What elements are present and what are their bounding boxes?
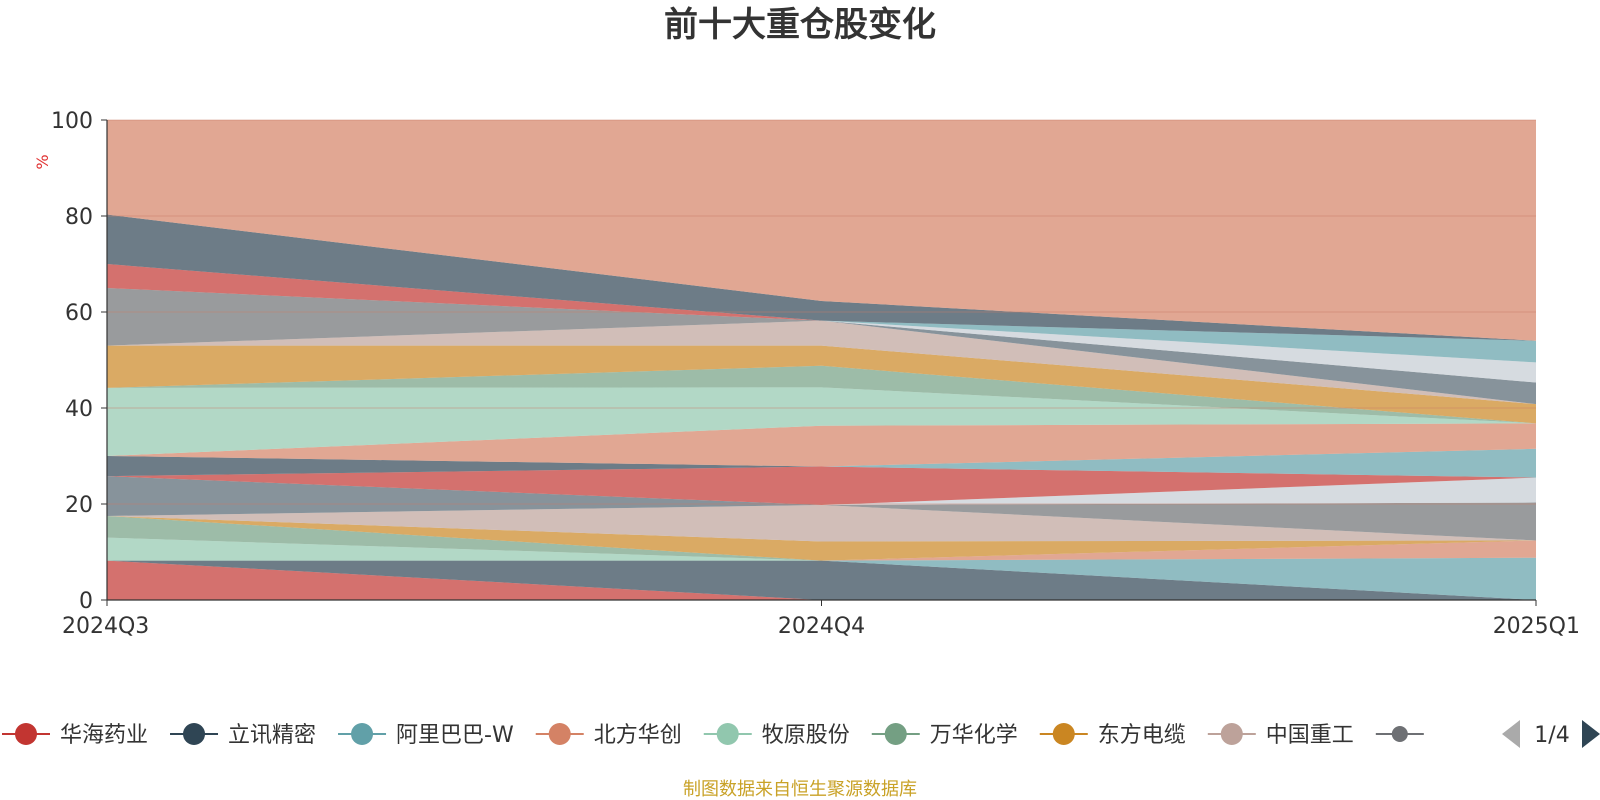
- y-tick-label: 60: [65, 301, 93, 326]
- legend-item[interactable]: 万华化学: [871, 723, 1018, 748]
- area-band: [107, 516, 1536, 561]
- area-band: [107, 423, 1536, 467]
- area-band: [107, 557, 1536, 600]
- legend-marker-icon: [15, 723, 37, 745]
- chart-title: 前十大重仓股变化: [664, 5, 936, 45]
- y-tick-label: 100: [51, 109, 93, 134]
- y-tick-label: 40: [65, 397, 93, 422]
- data-source-note: 制图数据来自恒生聚源数据库: [683, 779, 917, 800]
- x-tick-label: 2024Q3: [62, 614, 149, 639]
- legend-item[interactable]: [1375, 726, 1424, 742]
- legend-item[interactable]: 牧原股份: [703, 723, 850, 748]
- legend-label: 立讯精密: [228, 723, 316, 748]
- x-tick-label: 2025Q1: [1493, 614, 1580, 639]
- legend-label: 北方华创: [594, 723, 682, 748]
- area-band: [107, 320, 1536, 405]
- y-tick-label: 20: [65, 493, 93, 518]
- area-band: [107, 502, 1536, 541]
- axes: 0 20 40 60 80 100 2024Q3 2024Q4 2025Q1: [51, 109, 1580, 639]
- legend-label: 东方电缆: [1098, 723, 1186, 748]
- legend-prev-page-icon[interactable]: [1502, 720, 1520, 748]
- legend-marker-icon: [1220, 723, 1243, 745]
- y-axis-unit-label: %: [33, 154, 52, 169]
- area-band: [107, 448, 1536, 478]
- legend-marker-icon: [1391, 726, 1408, 742]
- legend-marker-icon: [1052, 723, 1075, 745]
- legend-label: 中国重工: [1266, 723, 1354, 748]
- legend-marker-icon: [548, 723, 571, 745]
- legend-item[interactable]: 立讯精密: [170, 723, 316, 748]
- area-band: [107, 560, 1536, 600]
- area-band: [107, 387, 1536, 456]
- area-bands: [107, 120, 1536, 600]
- area-band: [107, 214, 1536, 341]
- y-tick-label: 0: [79, 589, 93, 614]
- area-band: [107, 365, 1536, 424]
- legend-label: 万华化学: [930, 723, 1018, 748]
- area-band: [107, 120, 1536, 341]
- area-band: [107, 537, 1536, 561]
- area-band: [107, 466, 1536, 505]
- legend-item[interactable]: 中国重工: [1207, 723, 1354, 748]
- area-band: [107, 264, 1536, 363]
- legend-pager: 1/4: [1502, 720, 1600, 748]
- y-tick-label: 80: [65, 205, 93, 230]
- x-tick-label: 2024Q4: [778, 614, 865, 639]
- legend-item[interactable]: 华海药业: [2, 723, 148, 748]
- legend-label: 牧原股份: [762, 723, 850, 748]
- legend-marker-icon: [351, 723, 374, 745]
- legend: 华海药业 立讯精密 阿里巴巴-W 北方华创 牧原股份 万华化学 东方电缆 中国重工: [2, 723, 1424, 748]
- area-band: [107, 477, 1536, 516]
- area-band: [107, 560, 1536, 600]
- legend-item[interactable]: 北方华创: [535, 723, 682, 748]
- area-band: [107, 345, 1536, 424]
- area-band: [107, 320, 1536, 405]
- area-band: [107, 448, 1536, 477]
- area-band: [107, 288, 1536, 363]
- area-band: [107, 320, 1536, 383]
- legend-label: 华海药业: [60, 723, 148, 748]
- area-band: [107, 504, 1536, 542]
- legend-item[interactable]: 东方电缆: [1039, 723, 1186, 748]
- legend-marker-icon: [884, 723, 907, 745]
- area-band: [107, 516, 1536, 561]
- area-band: [107, 476, 1536, 516]
- legend-next-page-icon[interactable]: [1582, 720, 1600, 748]
- legend-marker-icon: [183, 723, 206, 745]
- area-band: [107, 540, 1536, 561]
- legend-marker-icon: [716, 723, 739, 745]
- grid-lines: [107, 119, 1536, 505]
- legend-page-indicator: 1/4: [1534, 723, 1569, 748]
- legend-label: 阿里巴巴-W: [396, 723, 514, 748]
- legend-item[interactable]: 阿里巴巴-W: [338, 723, 514, 748]
